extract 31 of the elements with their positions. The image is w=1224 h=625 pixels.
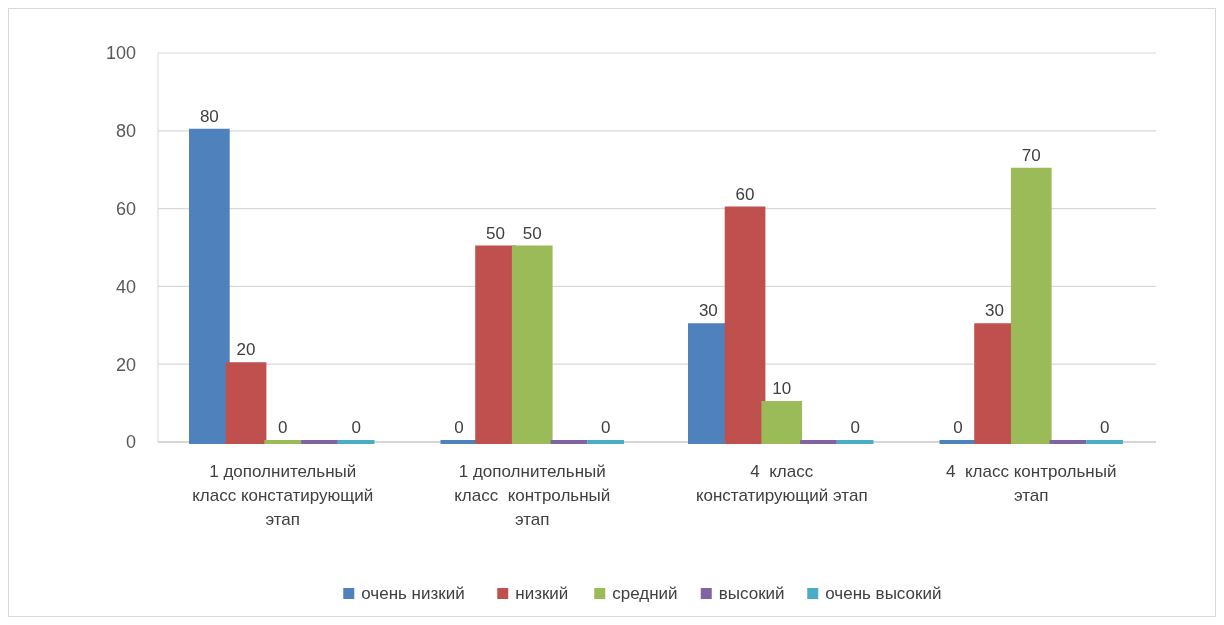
data-label: 0 [454,418,464,437]
data-label: 0 [600,418,611,437]
y-tick-label: 20 [115,354,136,375]
legend-label: очень высокий [825,584,942,603]
data-label: 0 [1099,418,1110,437]
data-label: 20 [236,340,256,360]
legend-label: очень низкий [361,584,465,603]
y-tick-label: 80 [115,121,136,142]
data-label: 0 [278,418,288,437]
y-tick-label: 40 [115,276,136,297]
data-label: 0 [953,418,963,437]
data-label: 80 [199,106,219,126]
legend-label: высокий [718,584,785,603]
data-label: 50 [522,223,542,243]
data-label: 30 [985,301,1005,321]
x-tick-label: 1 дополнительный класс контрольный этап [454,462,611,529]
legend-label: низкий [515,584,569,603]
data-label: 70 [1021,145,1041,165]
legend-label: средний [612,584,678,603]
data-label: 30 [698,301,718,321]
data-label: 0 [351,418,361,437]
data-label: 50 [486,223,506,243]
x-tick-label: 4 класс контрольный этап [946,462,1117,505]
data-label: 60 [735,184,755,204]
y-tick-label: 60 [115,198,136,219]
data-label: 10 [772,379,792,399]
x-tick-label: 1 дополнительный класс констатирующий этап [192,462,374,529]
y-tick-label: 0 [125,432,136,453]
y-tick-label: 100 [105,43,136,64]
x-tick-label: 4 класс констатирующий этап [695,462,868,505]
data-label: 0 [850,418,860,437]
